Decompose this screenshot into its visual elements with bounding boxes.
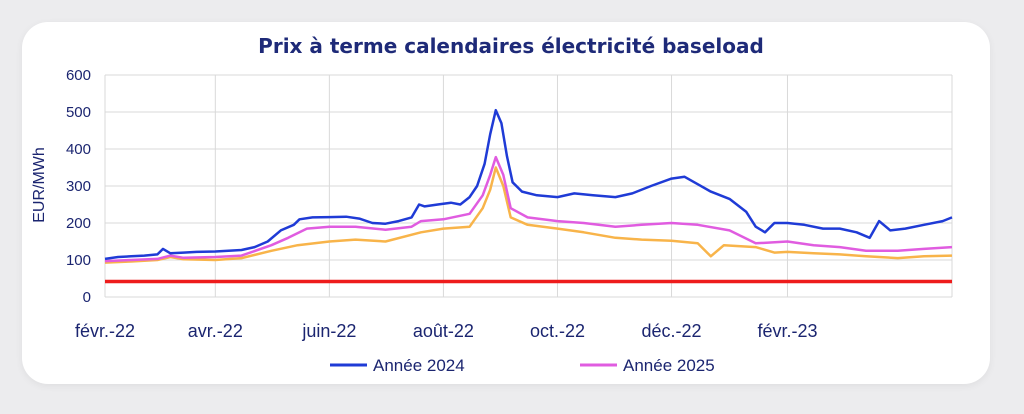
x-tick-label: juin-22 (301, 321, 356, 341)
y-tick-label: 500 (66, 104, 91, 121)
x-tick-label: oct.-22 (530, 321, 585, 341)
y-axis-label: EUR/MWh (31, 147, 48, 223)
x-axis: févr.-22 avr.-22 juin-22 août-22 oct.-22 déc.… (75, 321, 817, 341)
series-line-2 (104, 155, 953, 263)
legend-label: Année 2025 (623, 356, 715, 375)
x-tick-label: avr.-22 (188, 321, 243, 341)
chart-title: Prix à terme calendaires électricité bas… (258, 34, 764, 58)
series-line-3 (104, 166, 953, 264)
chart-card (22, 22, 990, 384)
series-line-1 (104, 108, 953, 261)
y-tick-label: 200 (66, 215, 91, 232)
y-tick-label: 600 (66, 67, 91, 84)
x-tick-label: déc.-22 (642, 321, 702, 341)
legend: Année 2024 Année 2025 (330, 356, 715, 375)
series-group (104, 108, 953, 284)
y-tick-label: 400 (66, 141, 91, 158)
x-tick-label: févr.-23 (757, 321, 817, 341)
grid (104, 74, 953, 298)
x-tick-label: août-22 (413, 321, 474, 341)
y-tick-label: 100 (66, 252, 91, 269)
x-tick-label: févr.-22 (75, 321, 135, 341)
y-tick-label: 0 (83, 289, 91, 306)
legend-label: Année 2024 (373, 356, 465, 375)
y-axis: 0 100 200 300 400 500 600 (66, 67, 91, 306)
y-tick-label: 300 (66, 178, 91, 195)
